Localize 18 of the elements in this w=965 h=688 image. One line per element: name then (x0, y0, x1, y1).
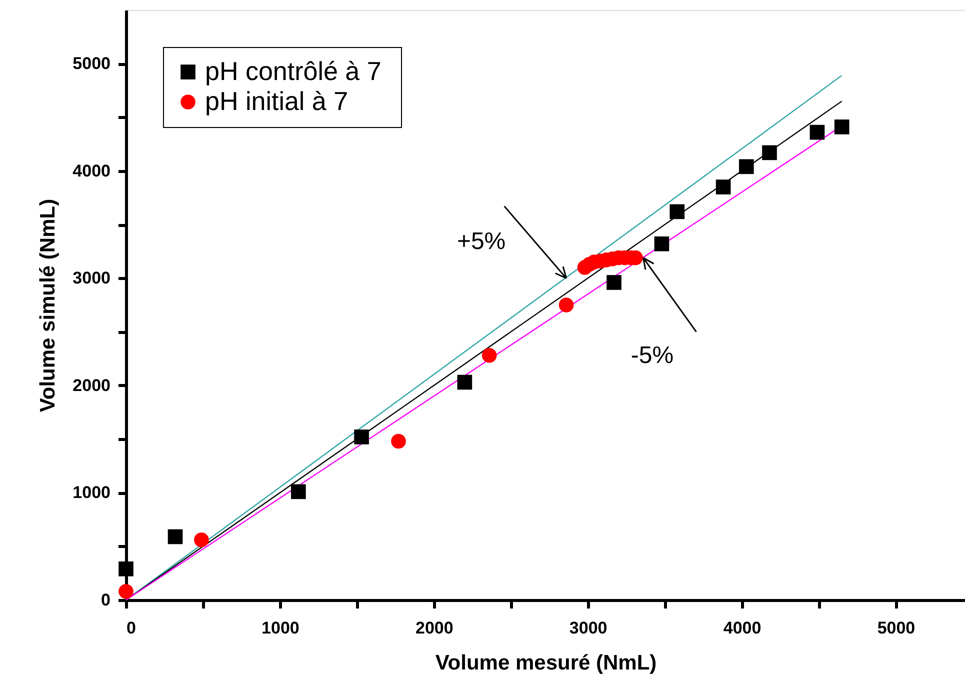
y-tick-label: 0 (101, 590, 110, 610)
y-axis-title: Volume simulé (NmL) (36, 198, 60, 412)
annotation: +5% (456, 228, 506, 256)
x-tick-label: 2000 (415, 618, 454, 638)
x-tick-label: 3000 (569, 618, 608, 638)
x-tick-label: 0 (126, 618, 136, 638)
y-tick-label: 4000 (72, 161, 110, 180)
annotation: -5% (630, 342, 674, 369)
y-tick-label: 1000 (72, 483, 110, 502)
y-tick-label: 5000 (72, 54, 110, 74)
x-tick-label: 4000 (723, 618, 762, 638)
y-tick-label: 2000 (72, 376, 110, 395)
y-tick-label: 3000 (72, 268, 110, 288)
legend-label: pH contrôlé à 7 (205, 56, 382, 86)
x-tick-label: 5000 (877, 618, 916, 638)
x-axis-title: Volume mesuré (NmL) (435, 652, 657, 674)
legend-label: pH initial à 7 (205, 86, 348, 116)
x-tick-label: 1000 (262, 618, 300, 638)
